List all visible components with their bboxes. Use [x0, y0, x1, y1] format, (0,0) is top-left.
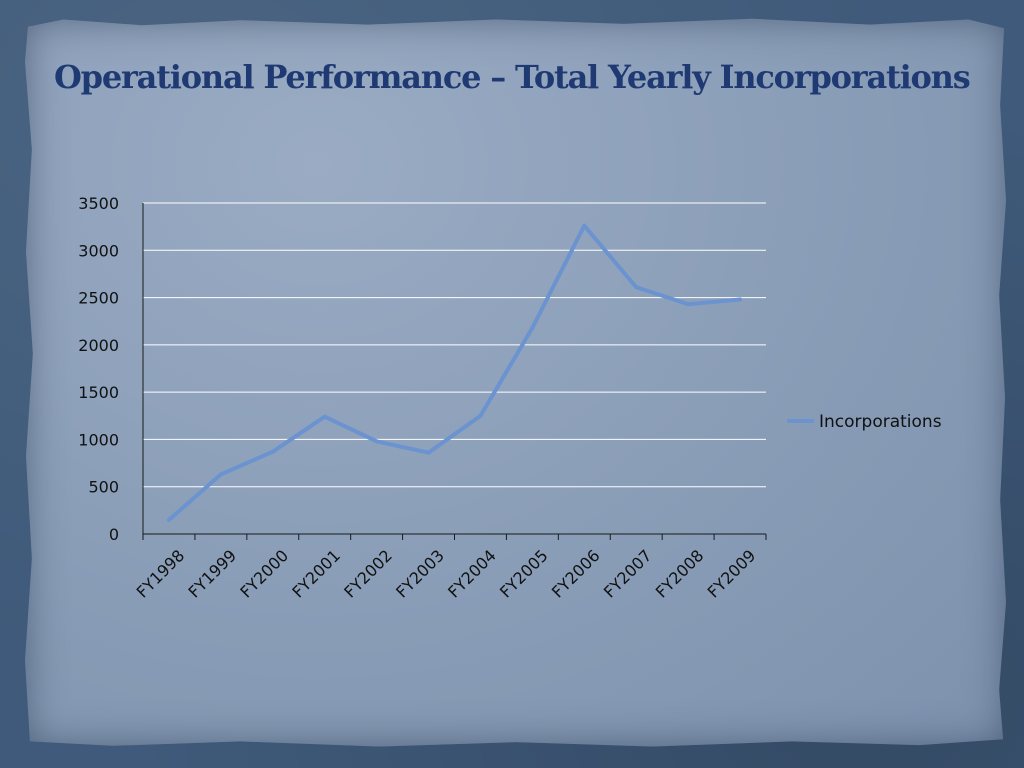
y-tick-label: 3000 — [78, 241, 119, 260]
y-tick-label: 2500 — [78, 289, 119, 308]
data-point — [634, 285, 639, 290]
data-point — [478, 413, 483, 418]
slide-title: Operational Performance – Total Yearly I… — [54, 58, 971, 96]
x-tick-label: FY2006 — [548, 546, 604, 602]
y-tick-label: 500 — [88, 478, 119, 497]
x-tick-label: FY1998 — [133, 546, 189, 602]
data-point — [218, 472, 223, 477]
x-tick-label: FY2002 — [340, 546, 396, 602]
x-tick-label: FY2001 — [288, 546, 344, 602]
y-tick-label: 3500 — [78, 194, 119, 213]
y-tick-label: 1500 — [78, 383, 119, 402]
data-point — [374, 439, 379, 444]
data-point — [738, 297, 743, 302]
y-tick-label: 2000 — [78, 336, 119, 355]
y-tick-label: 1000 — [78, 430, 119, 449]
data-point — [270, 449, 275, 454]
x-tick-label: FY2007 — [600, 546, 656, 602]
data-point — [426, 450, 431, 455]
x-tick-label: FY1999 — [185, 546, 241, 602]
data-point — [166, 517, 171, 522]
data-point — [530, 325, 535, 330]
x-tick-label: FY2003 — [392, 546, 448, 602]
x-tick-label: FY2004 — [444, 546, 500, 602]
x-tick-label: FY2005 — [496, 546, 552, 602]
x-tick-label: FY2008 — [652, 546, 708, 602]
data-point — [686, 302, 691, 307]
slide-paper-panel — [24, 18, 1007, 747]
y-tick-label: 0 — [109, 525, 119, 544]
data-point — [322, 414, 327, 419]
x-tick-label: FY2009 — [704, 546, 760, 602]
data-point — [582, 223, 587, 228]
legend-label: Incorporations — [819, 412, 942, 432]
x-tick-label: FY2000 — [236, 546, 292, 602]
series-line-incorporations — [167, 223, 742, 522]
